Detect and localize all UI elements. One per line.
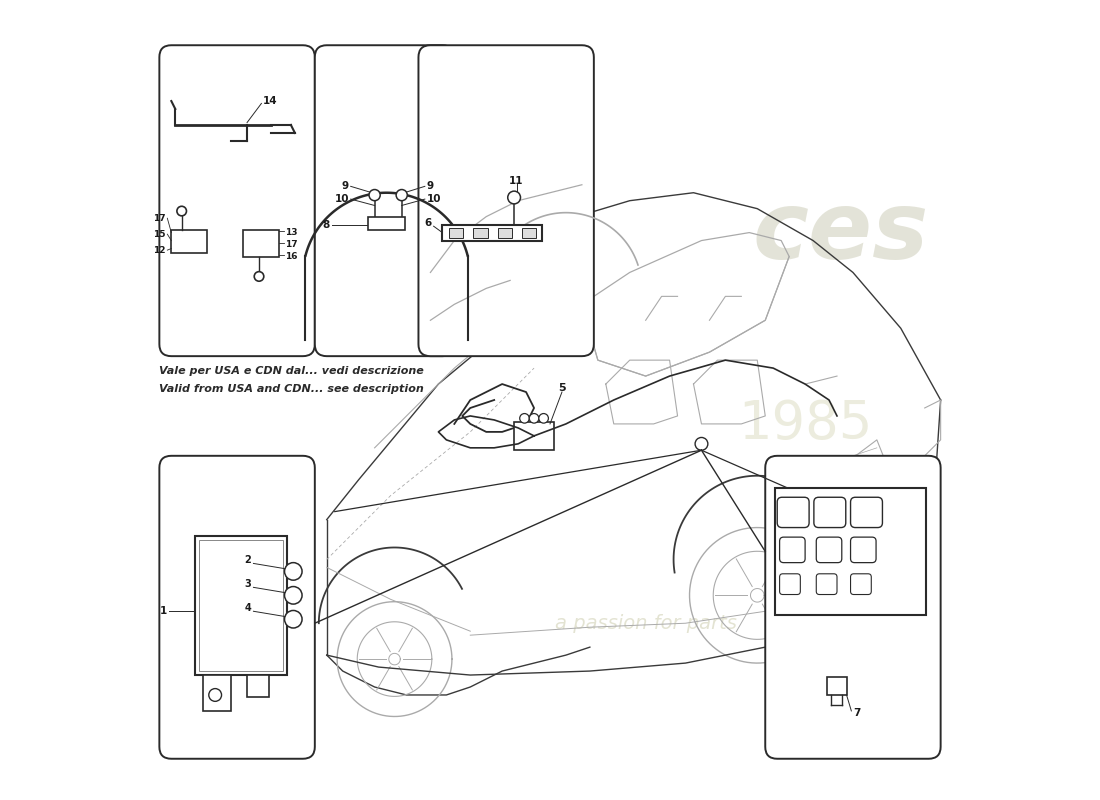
Text: 15: 15 <box>153 230 166 238</box>
Circle shape <box>529 414 539 423</box>
Circle shape <box>209 689 221 702</box>
Bar <box>522 228 537 238</box>
FancyBboxPatch shape <box>780 574 801 594</box>
FancyBboxPatch shape <box>814 498 846 527</box>
Circle shape <box>508 191 520 204</box>
FancyBboxPatch shape <box>204 675 231 711</box>
Text: 10: 10 <box>427 194 441 204</box>
FancyBboxPatch shape <box>766 456 940 758</box>
Circle shape <box>285 610 303 628</box>
Circle shape <box>177 206 187 216</box>
Text: 17: 17 <box>153 214 166 222</box>
Circle shape <box>368 190 381 201</box>
Text: 7: 7 <box>852 707 860 718</box>
FancyBboxPatch shape <box>816 574 837 594</box>
FancyBboxPatch shape <box>172 230 207 253</box>
FancyBboxPatch shape <box>778 498 810 527</box>
Text: 9: 9 <box>342 182 349 191</box>
Circle shape <box>695 438 708 450</box>
FancyBboxPatch shape <box>160 456 315 758</box>
Text: 1985: 1985 <box>738 398 872 450</box>
Text: 4: 4 <box>244 603 251 613</box>
Text: 5: 5 <box>558 383 565 393</box>
FancyBboxPatch shape <box>850 498 882 527</box>
FancyBboxPatch shape <box>827 678 847 695</box>
FancyBboxPatch shape <box>780 537 805 562</box>
Text: ces: ces <box>752 186 930 278</box>
Circle shape <box>396 190 407 201</box>
Circle shape <box>285 586 303 604</box>
Text: 9: 9 <box>427 182 433 191</box>
FancyBboxPatch shape <box>368 218 405 230</box>
Text: 13: 13 <box>285 228 298 237</box>
Text: 3: 3 <box>244 579 251 589</box>
FancyBboxPatch shape <box>850 537 876 562</box>
Text: a passion for parts: a passion for parts <box>554 614 737 633</box>
Text: 11: 11 <box>509 176 524 186</box>
FancyBboxPatch shape <box>195 535 287 675</box>
Text: 10: 10 <box>334 194 349 204</box>
FancyBboxPatch shape <box>243 230 279 257</box>
Text: 8: 8 <box>322 220 330 230</box>
Circle shape <box>539 414 549 423</box>
FancyBboxPatch shape <box>248 675 270 698</box>
Bar <box>497 228 512 238</box>
FancyBboxPatch shape <box>850 574 871 594</box>
FancyBboxPatch shape <box>442 225 542 241</box>
FancyBboxPatch shape <box>816 537 842 562</box>
Text: 6: 6 <box>425 218 432 228</box>
Text: Vale per USA e CDN dal... vedi descrizione: Vale per USA e CDN dal... vedi descrizio… <box>160 366 425 376</box>
FancyBboxPatch shape <box>160 46 315 356</box>
Text: spider: spider <box>845 466 867 473</box>
FancyBboxPatch shape <box>199 539 283 671</box>
Circle shape <box>519 414 529 423</box>
Bar <box>473 228 487 238</box>
Text: 17: 17 <box>285 240 298 249</box>
Text: 16: 16 <box>285 252 298 261</box>
Circle shape <box>254 272 264 282</box>
Text: 14: 14 <box>263 96 277 106</box>
Text: 2: 2 <box>244 555 251 566</box>
Circle shape <box>285 562 303 580</box>
FancyBboxPatch shape <box>315 46 454 356</box>
FancyBboxPatch shape <box>514 422 554 450</box>
Bar <box>449 228 463 238</box>
Text: 12: 12 <box>153 246 166 254</box>
Text: Valid from USA and CDN... see description: Valid from USA and CDN... see descriptio… <box>160 384 425 394</box>
FancyBboxPatch shape <box>418 46 594 356</box>
Text: 1: 1 <box>161 606 167 616</box>
FancyBboxPatch shape <box>774 488 926 615</box>
